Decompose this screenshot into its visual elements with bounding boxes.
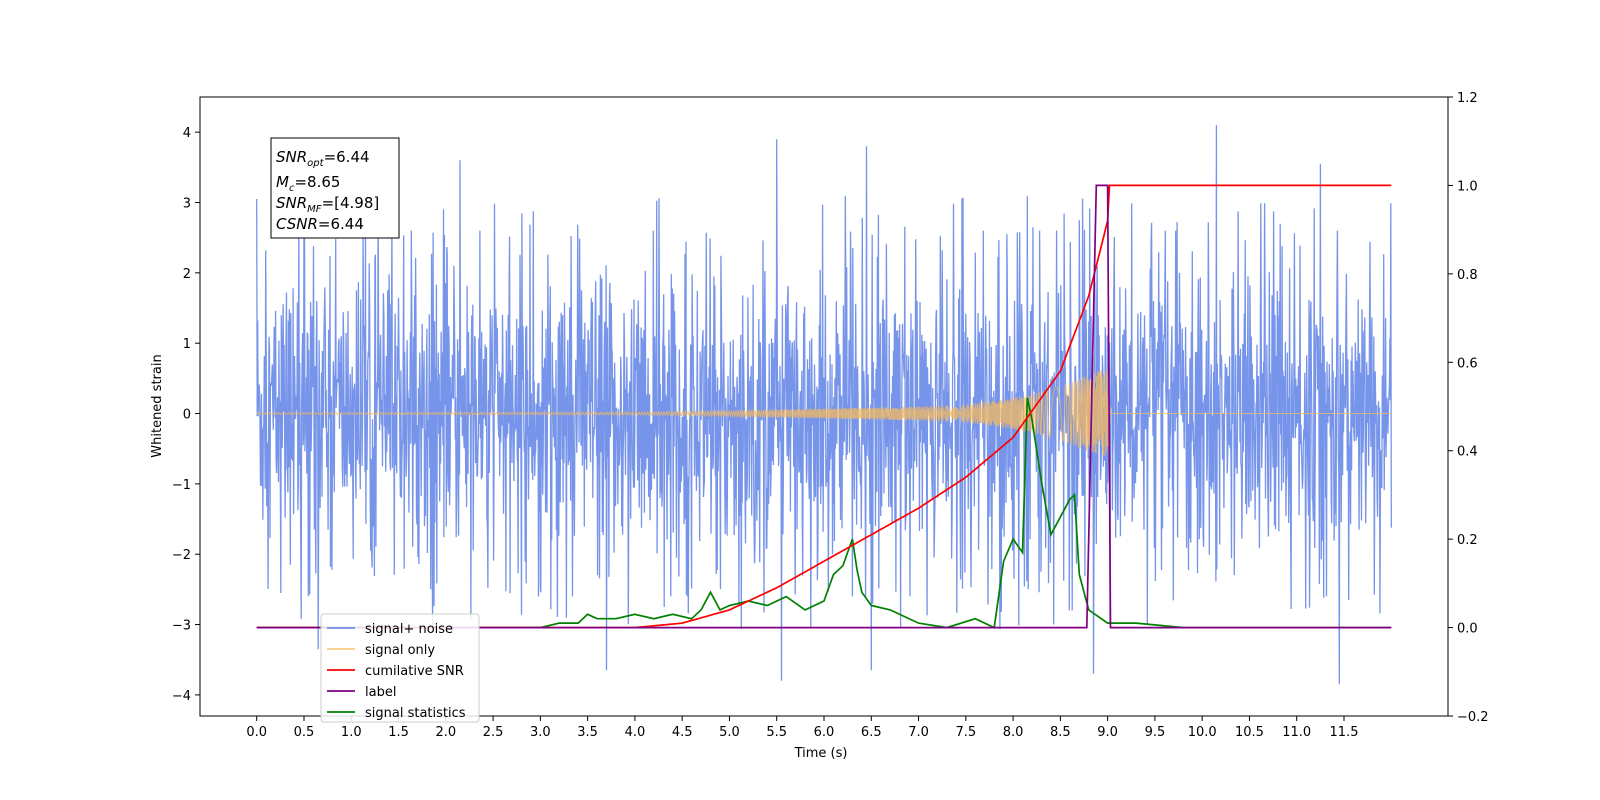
x-tick-label: 5.0 — [719, 725, 740, 740]
legend-label-signal-only: signal only — [365, 643, 435, 658]
x-tick-label: 9.5 — [1145, 725, 1166, 740]
legend-label-label: label — [365, 685, 396, 700]
x-tick-label: 7.0 — [908, 725, 929, 740]
x-tick-label: 1.0 — [341, 725, 362, 740]
y-axis-left-ticks: 4 3 2 1 0 −1 −2 −3 −4 — [172, 126, 200, 704]
y-right-tick-label: 1.2 — [1457, 91, 1478, 106]
statistics-box-frame — [270, 137, 400, 239]
y-left-tick-label: 2 — [183, 267, 191, 282]
x-tick-label: 10.5 — [1235, 725, 1264, 740]
x-tick-label: 0.0 — [246, 725, 267, 740]
series-signal-only — [256, 368, 1392, 456]
x-tick-label: 11.5 — [1330, 725, 1359, 740]
x-tick-label: 0.5 — [294, 725, 315, 740]
legend: signal+ noise signal only cumilative SNR la… — [320, 613, 480, 723]
x-tick-label: 6.5 — [861, 725, 882, 740]
csnr-stat: CSNR=6.44 — [276, 215, 364, 233]
x-tick-label: 2.0 — [435, 725, 456, 740]
legend-label-signal-noise: signal+ noise — [365, 622, 453, 637]
statistics-annotation-box: SNRopt=6.44 Mc=8.65 SNRMF=[4.98] CSNR=6.… — [270, 137, 400, 239]
legend-frame — [320, 613, 480, 723]
y-left-tick-label: −3 — [172, 619, 191, 634]
y-axis-label: Whitened strain — [150, 354, 165, 457]
snr-mf-stat: SNRMF=[4.98] — [276, 194, 379, 215]
x-tick-label: 8.0 — [1003, 725, 1024, 740]
y-left-tick-label: 1 — [183, 337, 191, 352]
y-right-tick-label: 0.8 — [1457, 268, 1478, 283]
y-axis-right-ticks: 1.2 1.0 0.8 0.6 0.4 0.2 0.0 −0.2 — [1448, 91, 1489, 725]
x-tick-label: 6.0 — [814, 725, 835, 740]
y-right-tick-label: 1.0 — [1457, 179, 1478, 194]
snr-opt-stat: SNRopt=6.44 — [276, 148, 370, 169]
x-tick-label: 1.5 — [388, 725, 409, 740]
y-right-tick-label: 0.4 — [1457, 445, 1478, 460]
x-tick-label: 8.5 — [1050, 725, 1071, 740]
series-label-line — [256, 184, 1392, 629]
chirp-mass-stat: Mc=8.65 — [276, 173, 340, 194]
legend-label-signal-statistics: signal statistics — [365, 706, 466, 721]
x-tick-label: 2.5 — [483, 725, 504, 740]
series-signal-plus-noise — [256, 125, 1392, 685]
x-axis-ticks: 0.0 0.5 1.0 1.5 2.0 2.5 3.0 3.5 4.0 4.5 5.0 5.5 6.0 6… — [246, 716, 1358, 740]
x-tick-label: 9.0 — [1097, 725, 1118, 740]
y-left-tick-label: 4 — [183, 126, 191, 141]
y-left-tick-label: −1 — [172, 478, 191, 493]
y-right-tick-label: −0.2 — [1457, 710, 1489, 725]
y-left-tick-label: −4 — [172, 689, 191, 704]
signal-only-line — [256, 368, 1392, 456]
x-tick-label: 7.5 — [955, 725, 976, 740]
y-right-tick-label: 0.0 — [1457, 622, 1478, 637]
x-tick-label: 4.0 — [625, 725, 646, 740]
y-right-tick-label: 0.6 — [1457, 356, 1478, 371]
x-tick-label: 3.5 — [577, 725, 598, 740]
y-right-tick-label: 0.2 — [1457, 533, 1478, 548]
x-tick-label: 11.0 — [1282, 725, 1311, 740]
x-tick-label: 4.5 — [672, 725, 693, 740]
x-axis-label: Time (s) — [794, 746, 848, 761]
x-tick-label: 5.5 — [766, 725, 787, 740]
y-left-tick-label: 3 — [183, 197, 191, 212]
x-tick-label: 3.0 — [530, 725, 551, 740]
series-signal-statistics-line — [256, 397, 1392, 629]
x-tick-label: 10.0 — [1188, 725, 1217, 740]
legend-label-cumilative-snr: cumilative SNR — [365, 664, 464, 679]
y-left-tick-label: −2 — [172, 548, 191, 563]
y-left-tick-label: 0 — [183, 408, 191, 423]
signal-plus-noise-line — [256, 125, 1392, 685]
